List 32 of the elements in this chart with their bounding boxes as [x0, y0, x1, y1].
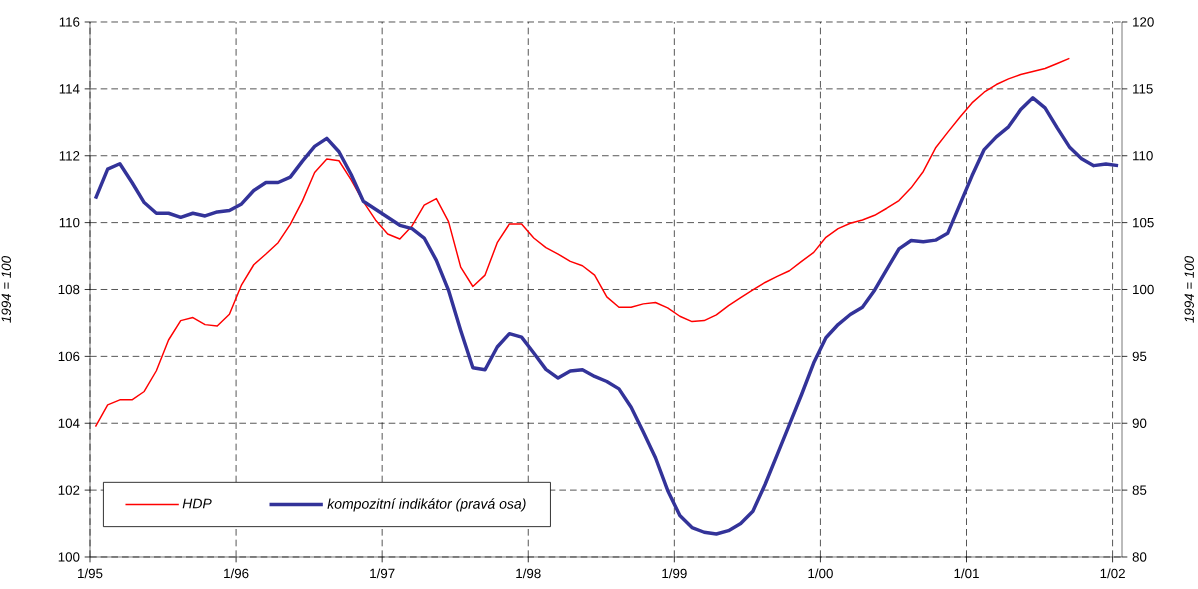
y2-tick-label: 100	[1133, 284, 1154, 295]
y-tick-label: 108	[58, 284, 80, 295]
y2-tick-label: 115	[1133, 84, 1153, 94]
y-tick-label: 114	[59, 84, 80, 94]
y-tick-label: 102	[58, 485, 80, 495]
y-tick-label: 112	[59, 151, 80, 161]
y2-tick-label: 85	[1132, 485, 1147, 495]
line-series	[94, 57, 1071, 428]
y2-tick-label: 120	[1133, 17, 1154, 27]
x-tick-label: 1/96	[224, 568, 249, 579]
x-tick-label: 1/01	[954, 568, 979, 579]
y2-axis-title: 1994 = 100	[1184, 256, 1194, 323]
y2-tick-label: 90	[1132, 418, 1147, 428]
y2-tick-label: 110	[1133, 151, 1153, 161]
x-tick-label: 1/00	[808, 568, 833, 579]
y-axis-title: 1994 = 100	[1, 256, 11, 323]
line-series	[93, 96, 1120, 536]
y2-tick-label: 95	[1132, 351, 1147, 362]
legend-label: HDP	[182, 498, 212, 509]
y-tick-label: 116	[59, 17, 80, 27]
x-tick-label: 1/95	[78, 568, 103, 579]
x-tick-label: 1/02	[1100, 568, 1125, 579]
y-tick-label: 110	[59, 217, 80, 228]
legend-label: kompozitní indikátor (pravá osa)	[327, 498, 526, 512]
x-tick-label: 1/97	[370, 568, 395, 579]
y-tick-label: 104	[58, 418, 80, 428]
y-tick-label: 100	[58, 552, 80, 562]
y2-tick-label: 80	[1132, 552, 1147, 562]
x-tick-label: 1/98	[516, 568, 541, 579]
y-tick-label: 106	[58, 351, 80, 362]
x-tick-label: 1/99	[662, 568, 687, 579]
y2-tick-label: 105	[1133, 217, 1154, 228]
